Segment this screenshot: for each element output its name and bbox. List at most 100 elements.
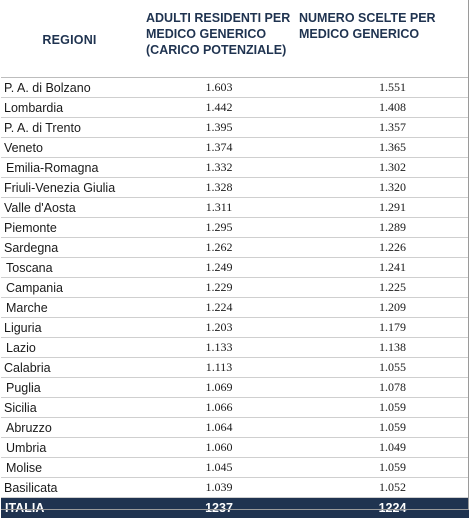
scelte-cell: 1.241: [292, 258, 469, 278]
region-cell: Valle d'Aosta: [1, 198, 138, 218]
region-cell: Calabria: [1, 358, 138, 378]
scelte-cell: 1.551: [292, 78, 469, 98]
adulti-cell: 1.603: [138, 78, 292, 98]
adulti-cell: 1.395: [138, 118, 292, 138]
header-scelte-line1: NUMERO SCELTE PER: [299, 10, 469, 26]
adulti-cell: 1.374: [138, 138, 292, 158]
region-cell: Liguria: [1, 318, 138, 338]
adulti-cell: 1.064: [138, 418, 292, 438]
regional-table-container: REGIONI ADULTI RESIDENTI PER MEDICO GENE…: [1, 0, 471, 511]
scelte-cell: 1.138: [292, 338, 469, 358]
region-cell: Friuli-Venezia Giulia: [1, 178, 138, 198]
region-cell: Veneto: [1, 138, 138, 158]
scelte-cell: 1.052: [292, 478, 469, 498]
region-cell: Marche: [1, 298, 138, 318]
scelte-cell: 1.291: [292, 198, 469, 218]
total-region: ITALIA: [1, 498, 138, 518]
region-cell: P. A. di Bolzano: [1, 78, 138, 98]
scelte-cell: 1.357: [292, 118, 469, 138]
header-adulti-line2: MEDICO GENERICO: [146, 26, 292, 42]
header-numero-scelte: NUMERO SCELTE PER MEDICO GENERICO: [292, 0, 469, 78]
region-cell: Lazio: [1, 338, 138, 358]
adulti-cell: 1.332: [138, 158, 292, 178]
region-cell: Molise: [1, 458, 138, 478]
adulti-cell: 1.311: [138, 198, 292, 218]
table-total: ITALIA 1237 1224: [1, 498, 469, 518]
total-row: ITALIA 1237 1224: [1, 498, 469, 518]
scelte-cell: 1.179: [292, 318, 469, 338]
scelte-cell: 1.302: [292, 158, 469, 178]
total-adulti: 1237: [138, 498, 292, 518]
adulti-cell: 1.066: [138, 398, 292, 418]
region-cell: Campania: [1, 278, 138, 298]
header-regioni: REGIONI: [1, 0, 138, 78]
adulti-cell: 1.045: [138, 458, 292, 478]
adulti-cell: 1.224: [138, 298, 292, 318]
header-adulti-residenti: ADULTI RESIDENTI PER MEDICO GENERICO (CA…: [138, 0, 292, 78]
region-cell: Emilia-Romagna: [1, 158, 138, 178]
adulti-cell: 1.229: [138, 278, 292, 298]
adulti-cell: 1.039: [138, 478, 292, 498]
adulti-cell: 1.133: [138, 338, 292, 358]
adulti-cell: 1.328: [138, 178, 292, 198]
adulti-cell: 1.113: [138, 358, 292, 378]
header-scelte-line2: MEDICO GENERICO: [299, 26, 469, 42]
region-cell: Basilicata: [1, 478, 138, 498]
scelte-cell: 1.055: [292, 358, 469, 378]
adulti-cell: 1.295: [138, 218, 292, 238]
adulti-cell: 1.069: [138, 378, 292, 398]
region-cell: Puglia: [1, 378, 138, 398]
total-scelte: 1224: [292, 498, 469, 518]
scelte-cell: 1.049: [292, 438, 469, 458]
table-header: REGIONI ADULTI RESIDENTI PER MEDICO GENE…: [1, 0, 469, 78]
header-adulti-line3: (CARICO POTENZIALE): [146, 42, 292, 58]
scelte-cell: 1.365: [292, 138, 469, 158]
scelte-cell: 1.320: [292, 178, 469, 198]
region-cell: Piemonte: [1, 218, 138, 238]
adulti-cell: 1.249: [138, 258, 292, 278]
header-adulti-line1: ADULTI RESIDENTI PER: [146, 10, 292, 26]
region-cell: Toscana: [1, 258, 138, 278]
scelte-cell: 1.059: [292, 418, 469, 438]
region-cell: Umbria: [1, 438, 138, 458]
scelte-cell: 1.226: [292, 238, 469, 258]
adulti-cell: 1.442: [138, 98, 292, 118]
region-cell: Abruzzo: [1, 418, 138, 438]
adulti-cell: 1.203: [138, 318, 292, 338]
region-cell: Lombardia: [1, 98, 138, 118]
region-cell: P. A. di Trento: [1, 118, 138, 138]
scelte-cell: 1.078: [292, 378, 469, 398]
scelte-cell: 1.408: [292, 98, 469, 118]
adulti-cell: 1.262: [138, 238, 292, 258]
scelte-cell: 1.209: [292, 298, 469, 318]
scelte-cell: 1.059: [292, 398, 469, 418]
adulti-cell: 1.060: [138, 438, 292, 458]
scelte-cell: 1.225: [292, 278, 469, 298]
scelte-cell: 1.059: [292, 458, 469, 478]
scelte-cell: 1.289: [292, 218, 469, 238]
region-cell: Sardegna: [1, 238, 138, 258]
